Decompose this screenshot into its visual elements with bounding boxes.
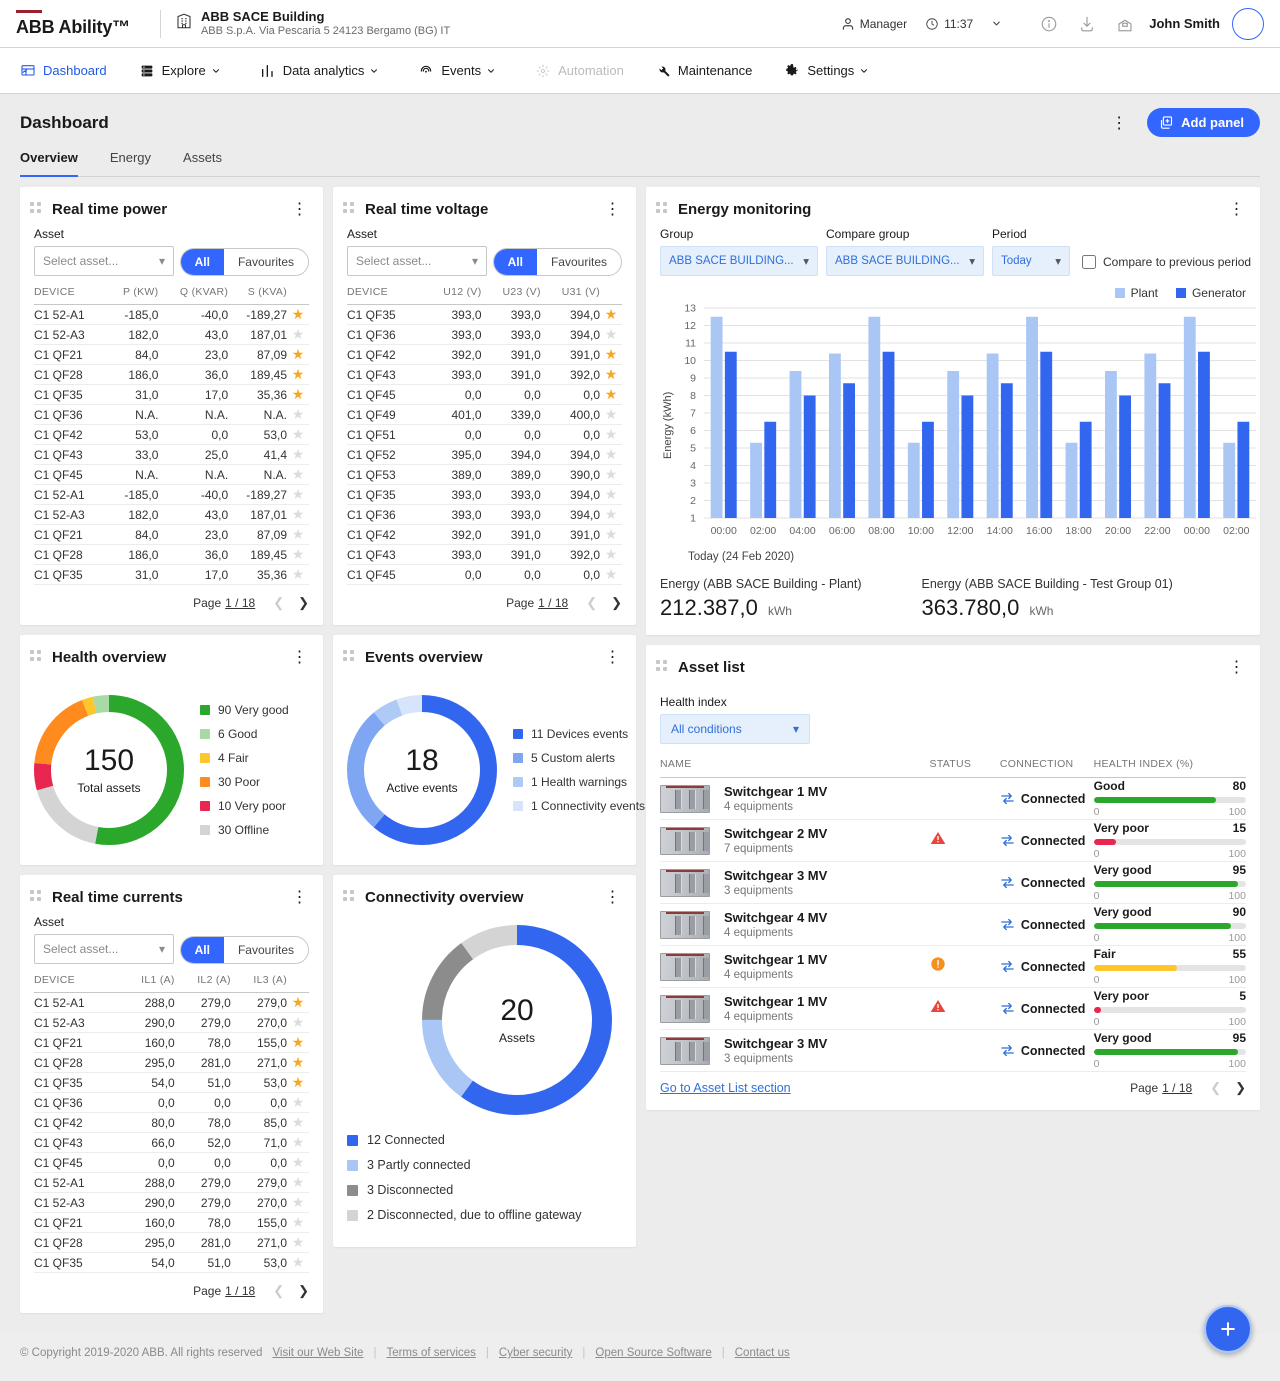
- svg-text:5: 5: [690, 443, 696, 455]
- svg-text:12: 12: [684, 320, 696, 332]
- svg-text:9: 9: [690, 373, 696, 385]
- svg-text:4: 4: [690, 460, 696, 472]
- svg-text:00:00: 00:00: [711, 525, 737, 537]
- svg-text:10: 10: [684, 355, 696, 367]
- svg-text:7: 7: [690, 408, 696, 420]
- svg-text:13: 13: [684, 303, 696, 315]
- svg-text:22:00: 22:00: [1144, 525, 1170, 537]
- svg-text:02:00: 02:00: [1223, 525, 1249, 537]
- svg-text:14:00: 14:00: [987, 525, 1013, 537]
- svg-text:18:00: 18:00: [1065, 525, 1091, 537]
- svg-text:11: 11: [685, 338, 696, 350]
- svg-text:8: 8: [690, 390, 696, 402]
- svg-text:2: 2: [690, 495, 696, 507]
- svg-text:1: 1: [690, 513, 696, 525]
- svg-text:08:00: 08:00: [868, 525, 894, 537]
- svg-text:12:00: 12:00: [947, 525, 973, 537]
- svg-text:04:00: 04:00: [789, 525, 815, 537]
- svg-text:02:00: 02:00: [750, 525, 776, 537]
- svg-text:6: 6: [690, 425, 696, 437]
- svg-text:10:00: 10:00: [908, 525, 934, 537]
- svg-text:06:00: 06:00: [829, 525, 855, 537]
- svg-text:20:00: 20:00: [1105, 525, 1131, 537]
- svg-text:16:00: 16:00: [1026, 525, 1052, 537]
- svg-text:00:00: 00:00: [1184, 525, 1210, 537]
- svg-text:3: 3: [690, 478, 696, 490]
